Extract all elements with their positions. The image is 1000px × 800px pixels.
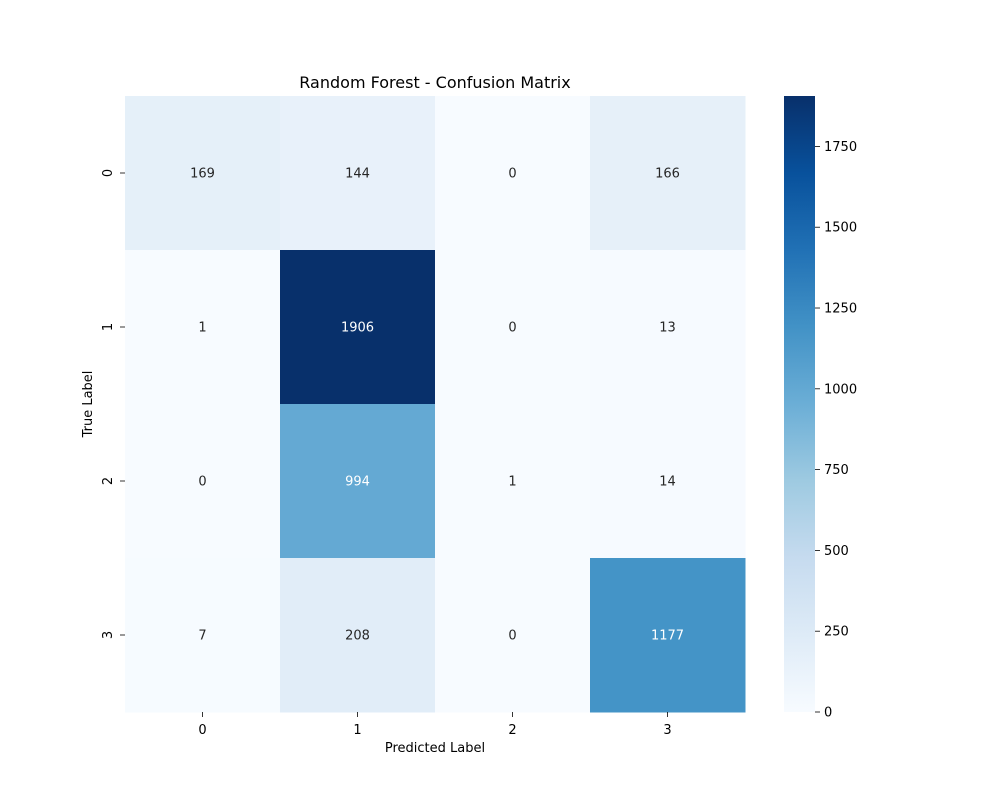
heatmap-cell	[435, 250, 591, 405]
heatmap-cell	[125, 558, 281, 713]
cell-value-label: 1	[198, 321, 206, 336]
cell-value-label: 208	[345, 629, 370, 644]
y-axis-label: True Label	[81, 371, 96, 439]
cell-value-label: 0	[508, 321, 516, 336]
heatmap-cell	[435, 404, 591, 559]
x-tick-label: 1	[353, 723, 361, 738]
heatmap-cell	[590, 250, 746, 405]
cell-value-label: 166	[655, 167, 680, 182]
colorbar-tick-label: 1500	[824, 221, 857, 236]
cell-value-label: 0	[198, 475, 206, 490]
cell-annotations: 169 144 0 166 1 1906 0 13 0 994 1 14 7 208 0 1177	[190, 167, 684, 644]
heatmap-cell	[280, 96, 436, 251]
heatmap-cell	[435, 558, 591, 713]
x-tick-label: 2	[508, 723, 516, 738]
heatmap-cell	[125, 250, 281, 405]
cell-value-label: 0	[508, 167, 516, 182]
x-axis-label: Predicted Label	[385, 741, 485, 756]
cell-value-label: 1177	[651, 629, 684, 644]
cell-value-label: 13	[659, 321, 676, 336]
y-tick-label: 1	[101, 323, 116, 331]
y-axis: 0 1 2 3	[101, 169, 125, 639]
chart-title: Random Forest - Confusion Matrix	[299, 73, 570, 92]
cell-value-label: 1906	[341, 321, 374, 336]
heatmap-cell	[280, 404, 436, 559]
heatmap-cell	[435, 96, 591, 251]
colorbar-gradient	[784, 96, 815, 712]
cell-value-label: 144	[345, 167, 370, 182]
colorbar-tick-label: 500	[824, 544, 849, 559]
heatmap-cell	[280, 558, 436, 713]
heatmap-cell	[590, 558, 746, 713]
x-tick-label: 3	[663, 723, 671, 738]
colorbar-tick-label: 1250	[824, 302, 857, 317]
colorbar-tick-label: 250	[824, 625, 849, 640]
colorbar: 0 250 500 750 1000 1250 1500 1750	[784, 96, 857, 721]
colorbar-tick-label: 1750	[824, 140, 857, 155]
heatmap-cell	[125, 96, 281, 251]
heatmap-cell	[590, 96, 746, 251]
heatmap-cell	[125, 404, 281, 559]
cell-value-label: 1	[508, 475, 516, 490]
heatmap-cell	[590, 404, 746, 559]
y-tick-label: 0	[101, 169, 116, 177]
x-tick-label: 0	[198, 723, 206, 738]
y-tick-label: 2	[101, 477, 116, 485]
colorbar-tick-label: 0	[824, 706, 832, 721]
colorbar-tick-label: 750	[824, 463, 849, 478]
colorbar-tick-label: 1000	[824, 382, 857, 397]
cell-value-label: 14	[659, 475, 676, 490]
cell-value-label: 994	[345, 475, 370, 490]
cell-value-label: 169	[190, 167, 215, 182]
heatmap-cell	[280, 250, 436, 405]
heatmap-cells	[125, 96, 746, 713]
cell-value-label: 7	[198, 629, 206, 644]
y-tick-label: 3	[101, 631, 116, 639]
x-axis: 0 1 2 3	[198, 712, 672, 738]
cell-value-label: 0	[508, 629, 516, 644]
